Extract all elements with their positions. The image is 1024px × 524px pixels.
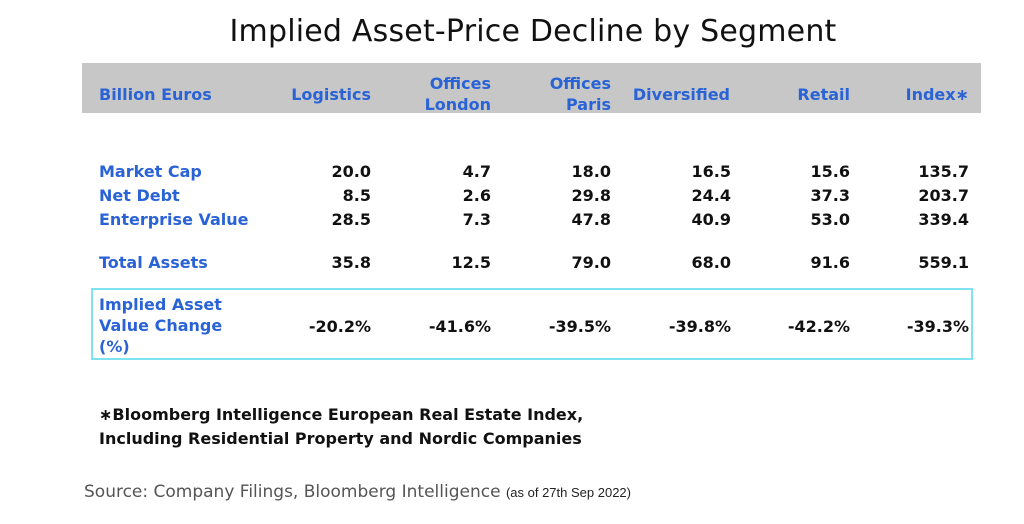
col-header-logistics: Logistics <box>272 84 371 105</box>
table-cell: 91.6 <box>810 253 850 272</box>
source-line: Source: Company Filings, Bloomberg Intel… <box>84 482 631 502</box>
implied-change-highlight-box <box>91 288 973 360</box>
col-header-diversified: Diversified <box>612 84 730 105</box>
implied-change-cell: -41.6% <box>428 317 491 336</box>
col-header-line: London <box>424 95 491 114</box>
table-cell: 203.7 <box>918 186 969 205</box>
table-cell: 40.9 <box>691 210 731 229</box>
units-header: Billion Euros <box>99 85 212 104</box>
table-cell: 35.8 <box>331 253 371 272</box>
table-cell: 47.8 <box>571 210 611 229</box>
col-header-retail: Retail <box>751 84 850 105</box>
col-header-line: Offices <box>429 74 491 93</box>
col-header-line: Retail <box>797 85 850 104</box>
table-cell: 2.6 <box>462 186 491 205</box>
table-cell: 4.7 <box>462 162 491 181</box>
table-cell: 79.0 <box>571 253 611 272</box>
col-header-line: Logistics <box>291 85 371 104</box>
footnote-line: Including Residential Property and Nordi… <box>99 429 582 448</box>
implied-change-cell: -20.2% <box>308 317 371 336</box>
implied-change-cell: -39.5% <box>548 317 611 336</box>
table-cell: 18.0 <box>571 162 611 181</box>
row-label-net-debt: Net Debt <box>99 186 180 205</box>
table-cell: 8.5 <box>342 186 371 205</box>
implied-label-line: Implied Asset <box>99 295 222 314</box>
table-cell: 68.0 <box>691 253 731 272</box>
footnote-line: ∗Bloomberg Intelligence European Real Es… <box>99 405 584 424</box>
table-cell: 16.5 <box>691 162 731 181</box>
col-header-offices-paris: Offices Paris <box>512 73 611 115</box>
table-cell: 559.1 <box>918 253 969 272</box>
table-header-band <box>82 63 981 113</box>
page-title: Implied Asset-Price Decline by Segment <box>229 14 837 49</box>
col-header-offices-london: Offices London <box>392 73 491 115</box>
implied-change-cell: -39.3% <box>906 317 969 336</box>
implied-label-line: Value Change <box>99 316 223 335</box>
row-label-enterprise-value: Enterprise Value <box>99 210 249 229</box>
table-cell: 24.4 <box>691 186 731 205</box>
table-cell: 12.5 <box>451 253 491 272</box>
index-footnote: ∗Bloomberg Intelligence European Real Es… <box>99 403 583 451</box>
row-label-market-cap: Market Cap <box>99 162 202 181</box>
table-cell: 28.5 <box>331 210 371 229</box>
table-cell: 53.0 <box>810 210 850 229</box>
as-of-date: (as of 27th Sep 2022) <box>505 485 631 500</box>
row-label-total-assets: Total Assets <box>99 253 208 272</box>
table-cell: 339.4 <box>918 210 969 229</box>
implied-label-line: (%) <box>99 337 130 356</box>
col-header-index: Index∗ <box>870 84 969 105</box>
col-header-line: Offices <box>549 74 611 93</box>
col-header-line: Index∗ <box>905 85 969 104</box>
col-header-line: Paris <box>566 95 611 114</box>
table-cell: 7.3 <box>462 210 491 229</box>
table-cell: 20.0 <box>331 162 371 181</box>
table-cell: 37.3 <box>810 186 850 205</box>
table-cell: 135.7 <box>918 162 969 181</box>
table-cell: 15.6 <box>810 162 850 181</box>
implied-change-cell: -42.2% <box>787 317 850 336</box>
source-text: Source: Company Filings, Bloomberg Intel… <box>84 482 501 502</box>
implied-change-cell: -39.8% <box>668 317 731 336</box>
col-header-line: Diversified <box>632 85 730 104</box>
table-cell: 29.8 <box>571 186 611 205</box>
row-label-implied-asset-value-change: Implied Asset Value Change (%) <box>99 294 279 357</box>
